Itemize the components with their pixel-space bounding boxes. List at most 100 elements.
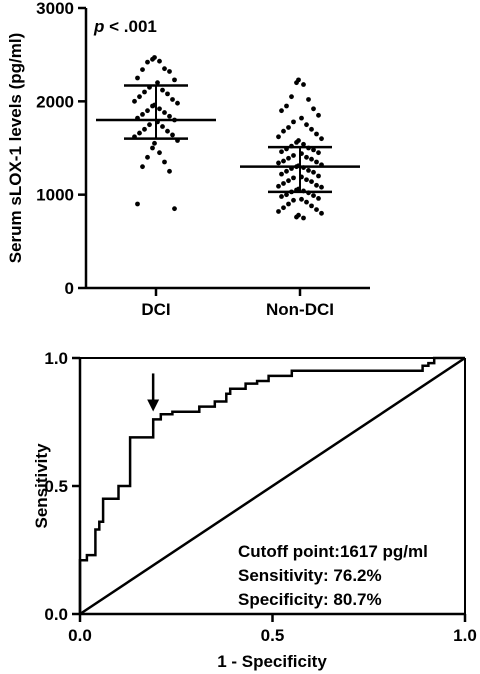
data-point — [160, 124, 165, 129]
data-point — [276, 160, 281, 166]
data-point — [294, 214, 299, 220]
x-tick-label: 1.0 — [453, 626, 477, 645]
data-point — [304, 199, 309, 205]
data-point — [286, 178, 291, 184]
data-point — [284, 103, 289, 109]
data-point — [167, 69, 172, 74]
data-point — [306, 97, 311, 102]
x-tick-label: Non-DCI — [266, 300, 334, 319]
data-point — [314, 131, 319, 137]
dot-plot-y-label: Serum sLOX-1 levels (pg/ml) — [6, 33, 25, 264]
data-point — [286, 201, 291, 207]
data-point — [167, 113, 172, 119]
roc-x-ticks: 0.0 0.5 1.0 — [68, 614, 477, 645]
data-point — [155, 80, 160, 86]
x-tick-label: 0.5 — [261, 626, 285, 645]
data-point — [276, 183, 281, 189]
data-point — [167, 168, 172, 174]
data-point — [319, 136, 324, 142]
data-point — [304, 177, 309, 183]
data-point — [175, 100, 180, 106]
data-point — [309, 126, 314, 132]
cutoff-annotation: Cutoff point:1617 pg/ml — [238, 542, 428, 561]
data-point — [145, 108, 150, 114]
data-point — [304, 122, 309, 128]
data-point — [316, 196, 321, 201]
data-point — [281, 128, 286, 134]
dot-plot-y-ticks: 0 1000 2000 3000 — [36, 0, 86, 298]
y-tick-label: 0.5 — [44, 477, 68, 496]
data-point — [279, 171, 284, 177]
data-point — [314, 207, 319, 213]
data-point — [314, 159, 319, 165]
data-point — [294, 80, 299, 86]
data-point — [157, 106, 162, 112]
data-point — [281, 181, 286, 186]
data-point — [309, 203, 314, 209]
data-point — [145, 59, 150, 65]
data-point — [150, 103, 155, 109]
data-point — [165, 128, 170, 134]
data-point — [150, 145, 155, 151]
data-point — [160, 87, 165, 93]
data-point — [276, 209, 281, 214]
data-point — [147, 122, 152, 128]
data-point — [142, 89, 147, 95]
data-point — [170, 97, 175, 102]
y-tick-label: 0 — [65, 279, 74, 298]
data-point — [281, 158, 286, 164]
data-point — [279, 194, 284, 199]
y-tick-label: 1.0 — [44, 349, 68, 368]
roc-reference-line — [79, 356, 466, 616]
data-point — [157, 150, 162, 156]
data-point — [289, 94, 294, 100]
data-point — [162, 159, 167, 165]
data-point — [316, 112, 321, 118]
data-point — [291, 153, 296, 158]
data-point — [286, 155, 291, 161]
data-point — [140, 112, 145, 117]
dot-plot-x-ticks: DCI Non-DCI — [141, 288, 334, 319]
roc-panel: 0.0 0.5 1.0 0.0 0.5 1.0 Cutoff point:1617 pg… — [32, 349, 477, 671]
roc-y-ticks: 0.0 0.5 1.0 — [44, 349, 80, 624]
data-point — [294, 140, 299, 145]
y-tick-label: 2000 — [36, 92, 74, 111]
data-point — [309, 179, 314, 185]
data-point — [291, 175, 296, 181]
data-point — [145, 154, 150, 160]
data-point — [314, 182, 319, 188]
sensitivity-annotation: Sensitivity: 76.2% — [238, 566, 382, 585]
data-point — [142, 126, 147, 132]
data-point — [299, 196, 304, 202]
data-point — [286, 125, 291, 130]
dot-plot-mean-sd-bars — [96, 84, 360, 194]
data-point — [162, 66, 167, 72]
p-value-annotation: p < .001 — [93, 17, 157, 36]
data-point — [304, 154, 309, 160]
data-point — [291, 119, 296, 125]
data-point — [301, 82, 306, 87]
cutoff-arrow-icon — [147, 373, 160, 412]
roc-x-label: 1 - Specificity — [217, 652, 327, 671]
data-point — [157, 58, 162, 64]
data-point — [172, 77, 177, 83]
data-point — [135, 75, 140, 81]
y-tick-label: 3000 — [36, 0, 74, 18]
data-point — [137, 94, 142, 100]
data-point — [132, 98, 137, 104]
specificity-annotation: Specificity: 80.7% — [238, 590, 382, 609]
data-point — [140, 164, 145, 170]
arrow-head — [147, 399, 160, 412]
data-point — [301, 215, 306, 221]
data-point — [301, 141, 306, 147]
data-point — [172, 206, 177, 212]
x-tick-label: 0.0 — [68, 626, 92, 645]
data-point — [311, 193, 316, 199]
data-point — [311, 106, 316, 112]
data-point — [291, 197, 296, 203]
data-point — [309, 156, 314, 162]
data-point — [162, 110, 167, 115]
data-point — [311, 169, 316, 175]
data-point — [165, 91, 170, 97]
